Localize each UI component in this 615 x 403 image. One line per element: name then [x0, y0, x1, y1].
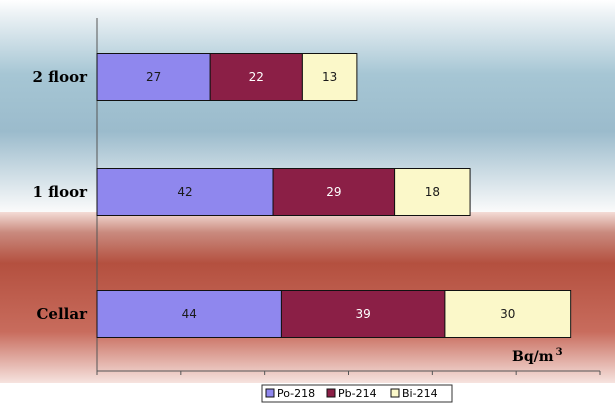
legend-swatch-bi-214	[390, 388, 400, 398]
legend-label-pb-214: Pb-214	[338, 387, 377, 400]
unit-label: Bq/m 3	[512, 347, 563, 365]
unit-label-base: Bq/m	[512, 349, 554, 365]
legend: Po-218 Pb-214 Bi-214	[261, 384, 453, 403]
legend-label-po-218: Po-218	[277, 387, 315, 400]
data-label-cellar-po-218: 44	[182, 307, 197, 321]
legend-label-bi-214: Bi-214	[402, 387, 438, 400]
bar-1-floor-bi-214	[394, 168, 471, 216]
category-label-cellar: Cellar	[36, 305, 88, 323]
data-label-cellar-pb-214: 39	[356, 307, 371, 321]
category-label-2-floor: 2 floor	[33, 68, 89, 86]
bar-1-floor-pb-214	[272, 168, 396, 216]
bar-1-floor-po-218	[96, 168, 274, 216]
legend-swatch-pb-214	[326, 388, 336, 398]
bar-cellar-po-218	[96, 290, 282, 338]
data-label-2-floor-pb-214: 22	[249, 70, 264, 84]
data-label-2-floor-bi-214: 13	[322, 70, 337, 84]
bar-cellar-bi-214	[444, 290, 572, 338]
data-label-1-floor-po-218: 42	[177, 185, 192, 199]
bar-2-floor-po-218	[96, 53, 211, 101]
data-label-2-floor-po-218: 27	[146, 70, 161, 84]
data-label-cellar-bi-214: 30	[500, 307, 515, 321]
data-label-1-floor-pb-214: 29	[326, 185, 341, 199]
axis-ticks	[96, 371, 601, 375]
unit-label-exponent: 3	[556, 347, 563, 358]
legend-swatch-po-218	[265, 388, 275, 398]
legend-box	[261, 384, 453, 403]
bar-2-floor-pb-214	[209, 53, 303, 101]
data-label-1-floor-bi-214: 18	[425, 185, 440, 199]
bars: 2 floor 27 22 13 1 floor 42 29 18 Cellar 44 39 30	[33, 53, 572, 338]
bar-2-floor-bi-214	[301, 53, 358, 101]
category-label-1-floor: 1 floor	[33, 183, 89, 201]
